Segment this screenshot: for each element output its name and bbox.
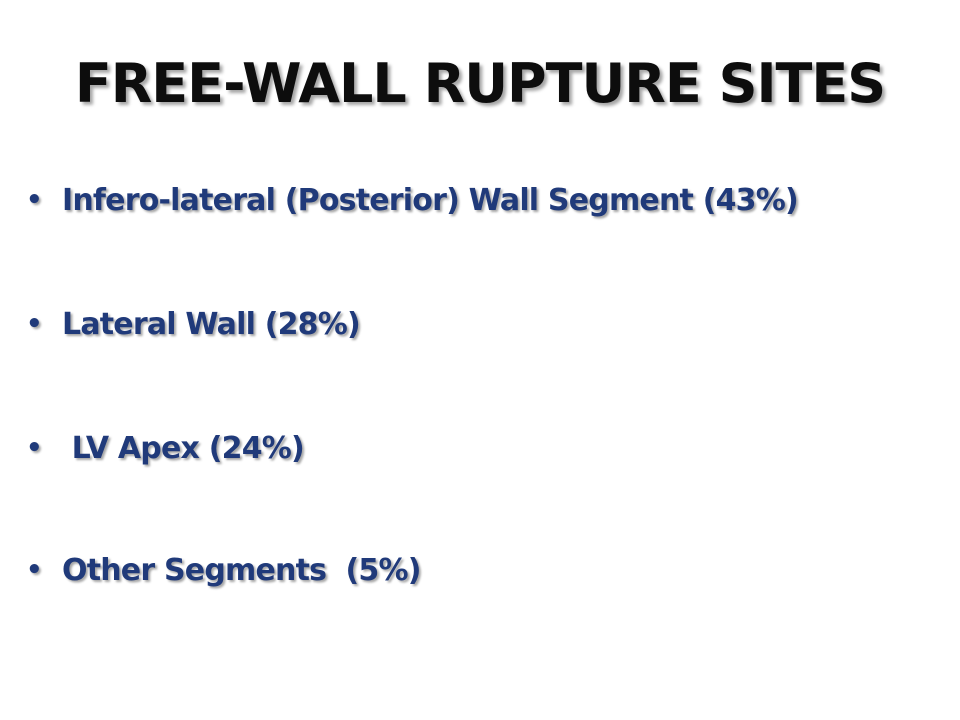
bullet-point-icon: • — [26, 433, 43, 463]
bullet-text: Other Segments (5%) — [62, 552, 421, 588]
bullet-point-icon: • — [26, 185, 43, 215]
bullet-point-icon: • — [26, 555, 43, 585]
bullet-item-inferolateral: • Infero-lateral (Posterior) Wall Segmen… — [26, 178, 799, 222]
bullet-item-other: • Other Segments (5%) — [26, 548, 421, 592]
bullet-text: LV Apex (24%) — [62, 430, 305, 466]
bullet-text: Lateral Wall (28%) — [62, 306, 361, 342]
bullet-text: Infero-lateral (Posterior) Wall Segment … — [62, 182, 799, 218]
bullet-item-lateral: • Lateral Wall (28%) — [26, 302, 361, 346]
slide-title: FREE-WALL RUPTURE SITES — [74, 52, 886, 115]
bullet-item-lv-apex: • LV Apex (24%) — [26, 426, 305, 470]
bullet-point-icon: • — [26, 309, 43, 339]
